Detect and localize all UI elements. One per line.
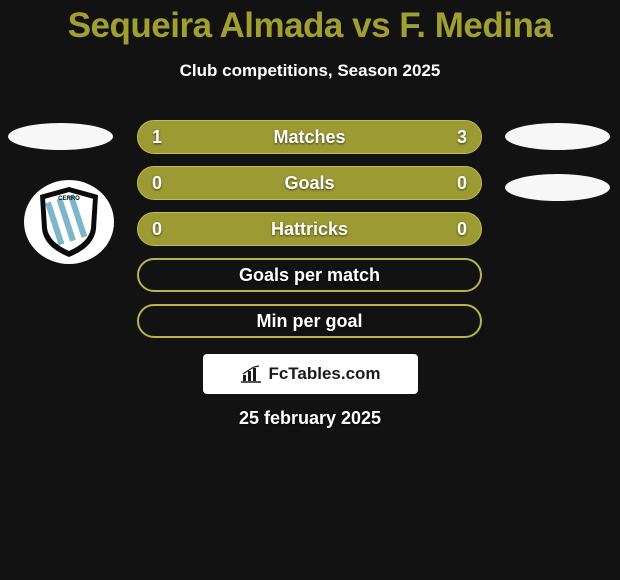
stat-left-value: 0 — [152, 219, 162, 240]
comparison-card: Sequeira Almada vs F. Medina Club compet… — [0, 0, 620, 580]
stat-label: Min per goal — [256, 311, 362, 332]
stat-right-value: 3 — [457, 127, 467, 148]
footer-date: 25 february 2025 — [0, 408, 620, 429]
bar-chart-icon — [240, 365, 262, 383]
player-left-avatar — [8, 123, 113, 150]
stat-row: 0 Hattricks 0 — [137, 212, 482, 246]
player-right-avatar — [505, 123, 610, 150]
stat-label: Hattricks — [271, 219, 348, 240]
stat-label: Goals — [284, 173, 334, 194]
stat-label: Matches — [273, 127, 345, 148]
branding-text: FcTables.com — [268, 364, 380, 384]
stat-row: 0 Goals 0 — [137, 166, 482, 200]
stat-left-value: 1 — [152, 127, 162, 148]
stat-right-value: 0 — [457, 173, 467, 194]
stat-row: Goals per match — [137, 258, 482, 292]
stat-label: Goals per match — [239, 265, 380, 286]
shield-icon: CERRO — [34, 185, 104, 259]
stat-row: Min per goal — [137, 304, 482, 338]
stat-right-value: 0 — [457, 219, 467, 240]
branding: FcTables.com — [203, 354, 418, 394]
stat-row: 1 Matches 3 — [137, 120, 482, 154]
stat-left-value: 0 — [152, 173, 162, 194]
club-right-badge — [505, 174, 610, 201]
svg-text:CERRO: CERRO — [58, 196, 80, 202]
page-subtitle: Club competitions, Season 2025 — [0, 61, 620, 81]
page-title: Sequeira Almada vs F. Medina — [0, 6, 620, 46]
club-left-badge: CERRO — [24, 180, 114, 264]
